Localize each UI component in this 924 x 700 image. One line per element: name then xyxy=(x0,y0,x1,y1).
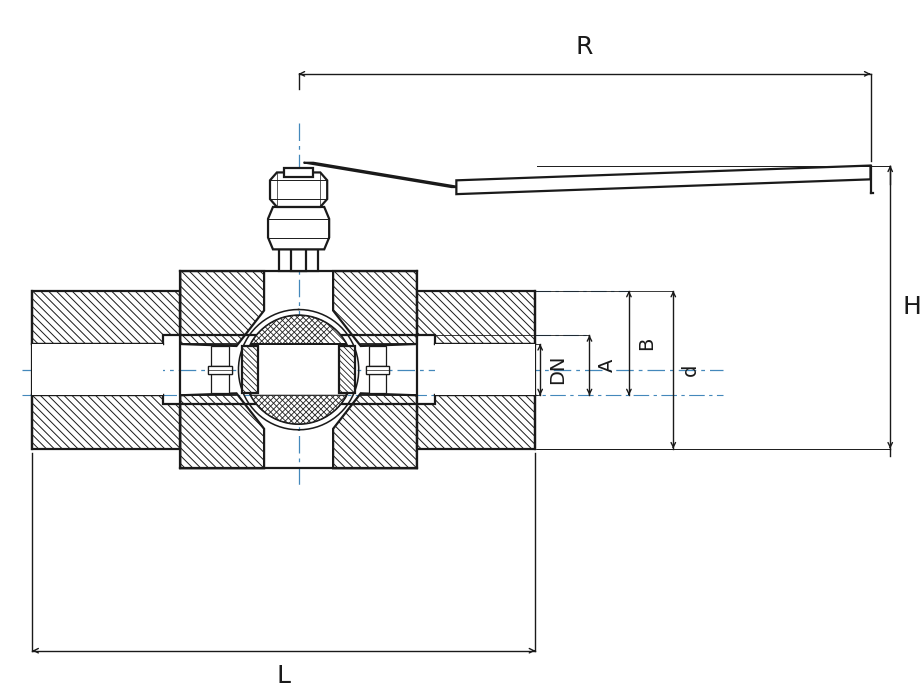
Polygon shape xyxy=(32,344,163,395)
Text: DN: DN xyxy=(548,355,567,384)
Polygon shape xyxy=(366,365,389,374)
Text: B: B xyxy=(637,336,656,350)
Text: H: H xyxy=(902,295,921,319)
Polygon shape xyxy=(268,207,329,249)
Polygon shape xyxy=(208,365,232,374)
Text: L: L xyxy=(277,664,291,689)
Polygon shape xyxy=(211,346,228,365)
Text: d: d xyxy=(681,363,700,376)
Polygon shape xyxy=(456,165,870,194)
Polygon shape xyxy=(279,249,318,271)
Text: A: A xyxy=(598,358,616,372)
Polygon shape xyxy=(180,271,264,346)
Polygon shape xyxy=(434,344,535,395)
Text: R: R xyxy=(576,35,593,59)
Polygon shape xyxy=(291,249,307,271)
Polygon shape xyxy=(250,395,346,424)
Polygon shape xyxy=(208,365,232,374)
Polygon shape xyxy=(417,290,535,344)
Polygon shape xyxy=(334,393,417,468)
Polygon shape xyxy=(250,316,346,344)
Polygon shape xyxy=(339,346,355,393)
Polygon shape xyxy=(417,395,535,449)
Polygon shape xyxy=(334,271,417,346)
Polygon shape xyxy=(180,393,264,468)
Polygon shape xyxy=(270,172,327,207)
Polygon shape xyxy=(32,290,180,344)
Polygon shape xyxy=(211,374,228,393)
Polygon shape xyxy=(369,374,386,393)
Circle shape xyxy=(244,316,353,424)
Polygon shape xyxy=(369,346,386,365)
Polygon shape xyxy=(242,346,258,393)
Polygon shape xyxy=(304,162,461,187)
Polygon shape xyxy=(32,395,180,449)
Polygon shape xyxy=(284,167,313,177)
Polygon shape xyxy=(366,365,389,374)
